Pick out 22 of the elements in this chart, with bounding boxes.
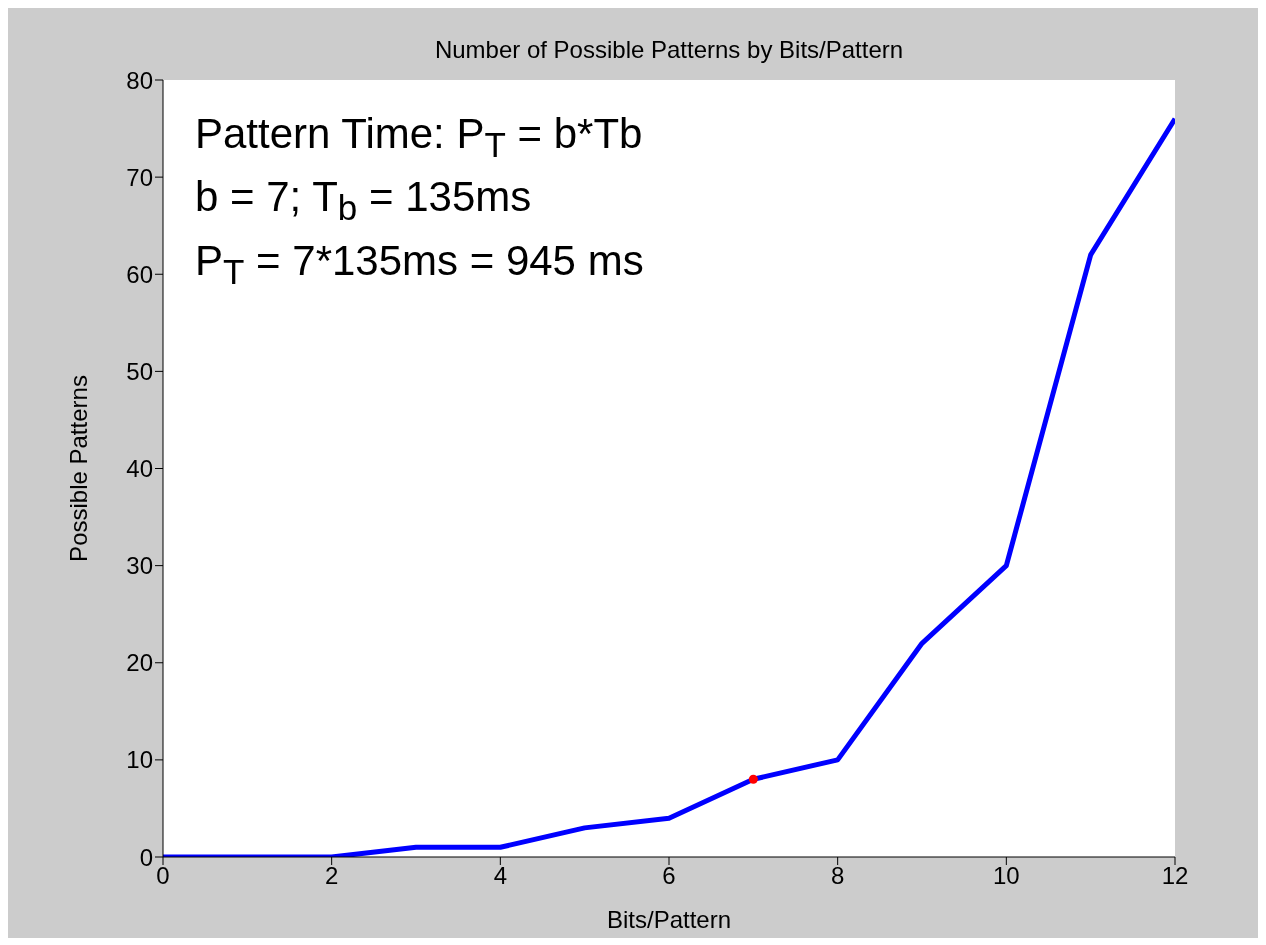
annotation: Pattern Time: P$_{T}$ = b*Tb <box>195 109 644 167</box>
y-tick-label: 50 <box>126 357 153 385</box>
y-tick-label: 0 <box>139 843 153 871</box>
chart-title: Number of Possible Patterns by Bits/Pattern <box>433 36 905 64</box>
x-tick-label: 2 <box>324 862 339 890</box>
y-tick-label: 20 <box>126 649 153 677</box>
x-tick-label: 4 <box>493 862 508 890</box>
y-tick-label: 60 <box>126 260 153 288</box>
annotation: P$_{T}$ = 7*135ms = 945 ms <box>195 235 644 294</box>
y-tick-label: 30 <box>126 552 153 580</box>
y-tick-label: 10 <box>126 746 153 774</box>
x-tick-label: 6 <box>662 862 676 890</box>
y-tick-label: 40 <box>126 455 153 483</box>
y-tick-label: 70 <box>126 163 153 191</box>
y-axis-title: Possible Patterns <box>64 375 92 562</box>
x-tick-label: 0 <box>156 862 170 890</box>
annotation: b = 7; T$_{b}$ = 135ms <box>195 172 533 230</box>
x-tick-label: 12 <box>1161 862 1189 890</box>
x-axis-title: Bits/Pattern <box>606 906 732 933</box>
x-tick-label: 8 <box>830 862 845 890</box>
y-tick-label: 80 <box>126 66 153 94</box>
x-tick-label: 10 <box>992 862 1020 890</box>
